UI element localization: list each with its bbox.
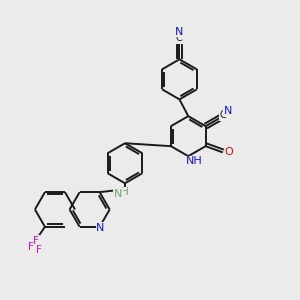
Text: F: F: [35, 245, 41, 255]
Text: C: C: [220, 110, 226, 120]
Text: F: F: [28, 242, 34, 252]
Text: N: N: [96, 223, 105, 233]
Text: N: N: [175, 27, 184, 37]
Text: NH: NH: [186, 157, 202, 166]
Text: N: N: [224, 106, 232, 116]
Text: H: H: [121, 188, 128, 197]
Text: F: F: [34, 236, 39, 246]
Text: O: O: [224, 147, 233, 158]
Text: C: C: [176, 33, 182, 43]
Text: N: N: [114, 189, 122, 199]
